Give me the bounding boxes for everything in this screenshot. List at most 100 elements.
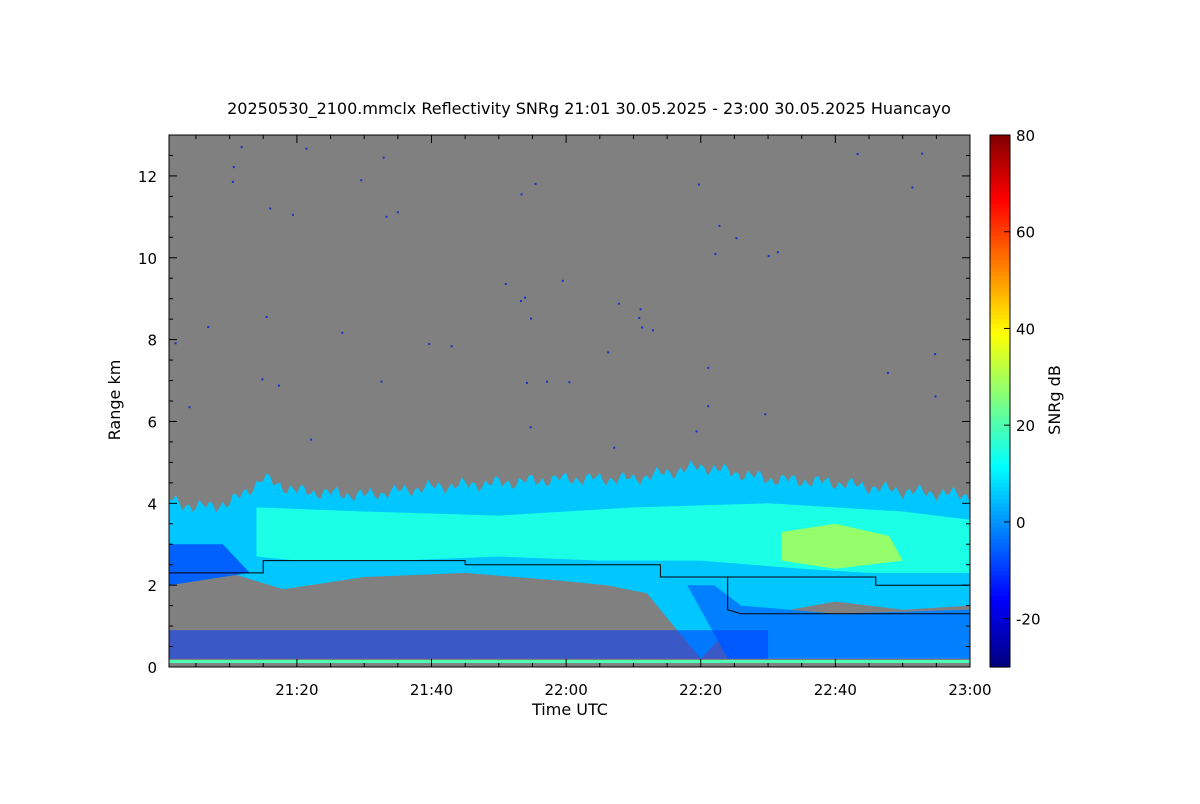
x-tick-label: 21:40 (410, 681, 453, 699)
colorbar-swatch (990, 447, 1010, 452)
speckle (697, 183, 700, 186)
upper-layer-line (727, 576, 970, 586)
colorbar-swatch (990, 355, 1010, 360)
cloud-base-line (169, 560, 970, 615)
colorbar-swatch (990, 247, 1010, 252)
speckle (207, 326, 210, 328)
colorbar-swatch (990, 307, 1010, 312)
colorbar-swatch (990, 279, 1010, 284)
colorbar-swatch (990, 179, 1010, 184)
colorbar-swatch (990, 335, 1010, 340)
colorbar-swatch (990, 427, 1010, 432)
speckle (767, 255, 770, 258)
colorbar-swatch (990, 527, 1010, 532)
colorbar-swatch (990, 415, 1010, 420)
colorbar-swatch (990, 555, 1010, 560)
speckle (385, 215, 388, 218)
colorbar-swatch (990, 291, 1010, 296)
colorbar-swatch (990, 519, 1010, 524)
colorbar-swatch (990, 583, 1010, 588)
colorbar-swatch (990, 559, 1010, 564)
colorbar-swatch (990, 323, 1010, 328)
speckle (695, 430, 698, 433)
colorbar-swatch (990, 183, 1010, 188)
colorbar-swatch (990, 207, 1010, 212)
colorbar-swatch (990, 171, 1010, 176)
speckle (638, 317, 641, 319)
colorbar-swatch (990, 603, 1010, 608)
colorbar-tick-label: 80 (1016, 127, 1035, 145)
colorbar-swatch (990, 191, 1010, 196)
colorbar-swatch (990, 235, 1010, 240)
colorbar-swatch (990, 475, 1010, 480)
colorbar-swatch (990, 431, 1010, 436)
colorbar-swatch (990, 443, 1010, 448)
speckle (382, 156, 385, 159)
chart-title: 20250530_2100.mmclx Reflectivity SNRg 21… (227, 99, 951, 119)
colorbar-swatch (990, 367, 1010, 372)
colorbar-swatch (990, 403, 1010, 408)
colorbar-swatch (990, 459, 1010, 464)
speckle (534, 182, 537, 185)
speckle (265, 316, 268, 318)
speckle (269, 207, 272, 210)
colorbar-swatch (990, 343, 1010, 348)
colorbar-swatch (990, 203, 1010, 208)
colorbar-swatch (990, 331, 1010, 336)
colorbar-swatch (990, 283, 1010, 288)
colorbar-tick-label: -20 (1016, 611, 1041, 629)
colorbar-swatch (990, 175, 1010, 180)
colorbar-swatch (990, 607, 1010, 612)
colorbar-swatch (990, 535, 1010, 540)
colorbar-swatch (990, 471, 1010, 476)
colorbar-swatch (990, 163, 1010, 168)
colorbar-swatch (990, 295, 1010, 300)
speckle (714, 253, 717, 255)
speckle (520, 300, 522, 302)
speckle (568, 381, 571, 384)
speckle (707, 366, 710, 369)
colorbar-swatch (990, 463, 1010, 468)
colorbar-swatch (990, 327, 1010, 332)
speckle (380, 380, 383, 383)
colorbar-swatch (990, 211, 1010, 216)
colorbar-swatch (990, 363, 1010, 368)
speckle (188, 406, 191, 409)
colorbar-swatch (990, 631, 1010, 636)
colorbar-swatch (990, 379, 1010, 384)
speckle (277, 384, 280, 387)
colorbar-swatch (990, 523, 1010, 528)
colorbar-swatch (990, 255, 1010, 260)
colorbar-swatch (990, 575, 1010, 580)
colorbar-tick-label: 40 (1016, 320, 1035, 338)
colorbar-swatch (990, 635, 1010, 640)
colorbar-swatch (990, 483, 1010, 488)
speckle (776, 251, 779, 254)
colorbar-swatch (990, 587, 1010, 592)
colorbar-swatch (990, 435, 1010, 440)
y-tick-label: 2 (147, 577, 157, 595)
colorbar-swatch (990, 439, 1010, 444)
colorbar-swatch (990, 639, 1010, 644)
colorbar-swatch (990, 395, 1010, 400)
surface-drizzle (169, 630, 769, 659)
colorbar-swatch (990, 611, 1010, 616)
colorbar-swatch (990, 663, 1010, 668)
colorbar-swatch (990, 539, 1010, 544)
hotspot (781, 523, 903, 569)
colorbar-swatch (990, 195, 1010, 200)
colorbar: -20 0 20 40 60 80 (989, 127, 1041, 668)
colorbar-swatch (990, 187, 1010, 192)
speckle (341, 331, 344, 334)
colorbar-swatch (990, 351, 1010, 356)
speckle (546, 380, 548, 383)
speckle (305, 147, 308, 150)
y-tick-label: 0 (147, 659, 157, 677)
colorbar-swatch (990, 311, 1010, 316)
y-tick-label: 12 (138, 168, 157, 186)
colorbar-swatch (990, 339, 1010, 344)
speckle (524, 296, 526, 299)
colorbar-swatch (990, 455, 1010, 460)
speckle (240, 146, 243, 149)
